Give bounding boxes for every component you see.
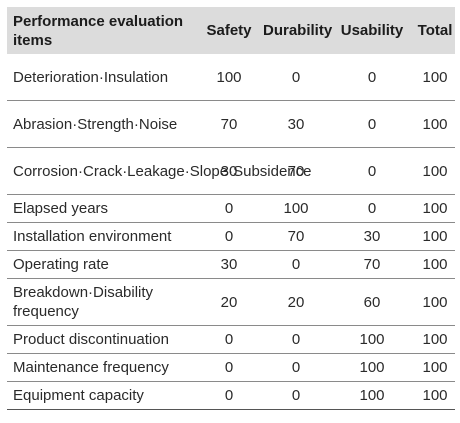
- row-durability: 100: [283, 200, 309, 217]
- row-usability: 0: [367, 162, 377, 180]
- table-body: Deterioration·Insulation 100 0 0 100 Abr…: [7, 54, 455, 410]
- row-safety: 100: [216, 68, 242, 86]
- row-safety: 0: [224, 228, 234, 245]
- row-safety: 0: [224, 387, 234, 404]
- row-total: 100: [422, 359, 448, 376]
- table-row: Corrosion·Crack·Leakage·Slope·Subsidence…: [7, 148, 455, 195]
- header-total: Total: [417, 22, 453, 39]
- row-item: Installation environment: [13, 228, 172, 245]
- row-safety: 0: [224, 200, 234, 217]
- row-total: 100: [422, 68, 448, 86]
- row-item: Deterioration·Insulation: [13, 68, 169, 86]
- row-durability: 0: [291, 256, 301, 273]
- row-usability: 100: [359, 359, 385, 376]
- table-row: Product discontinuation 0 0 100 100: [7, 326, 455, 354]
- row-item: Elapsed years: [13, 200, 109, 217]
- row-durability: 0: [291, 387, 301, 404]
- row-total: 100: [422, 331, 448, 348]
- row-safety: 0: [224, 331, 234, 348]
- row-durability: 30: [287, 115, 305, 133]
- table-row: Abrasion·Strength·Noise 70 30 0 100: [7, 101, 455, 148]
- row-safety: 30: [220, 256, 238, 273]
- row-safety: 30: [220, 162, 238, 180]
- row-durability: 0: [291, 331, 301, 348]
- header-item: Performance evaluation items: [13, 12, 184, 49]
- row-usability: 0: [367, 200, 377, 217]
- row-usability: 0: [367, 115, 377, 133]
- row-durability: 0: [291, 68, 301, 86]
- table-row: Breakdown·Disability frequency 20 20 60 …: [7, 279, 455, 326]
- row-safety: 0: [224, 359, 234, 376]
- row-total: 100: [422, 115, 448, 133]
- row-total: 100: [422, 256, 448, 273]
- row-item: Abrasion·Strength·Noise: [13, 115, 178, 133]
- row-total: 100: [422, 387, 448, 404]
- row-item: Product discontinuation: [13, 331, 169, 348]
- table-row: Equipment capacity 0 0 100 100: [7, 382, 455, 410]
- row-safety: 20: [220, 293, 238, 311]
- row-item: Maintenance frequency: [13, 359, 169, 376]
- row-usability: 70: [363, 256, 381, 273]
- row-total: 100: [422, 162, 448, 180]
- row-item: Corrosion·Crack·Leakage·Slope·Subsidence: [13, 162, 312, 180]
- row-item: Breakdown·Disability frequency: [13, 284, 154, 320]
- row-usability: 0: [367, 68, 377, 86]
- table-row: Installation environment 0 70 30 100: [7, 223, 455, 251]
- row-safety: 70: [220, 115, 238, 133]
- header-usability: Usability: [340, 22, 404, 39]
- header-safety: Safety: [206, 22, 252, 39]
- row-durability: 70: [287, 228, 305, 245]
- row-usability: 30: [363, 228, 381, 245]
- row-item: Operating rate: [13, 256, 109, 273]
- evaluation-table-container: Performance evaluation items Safety Dura…: [7, 7, 455, 410]
- row-total: 100: [422, 200, 448, 217]
- row-item: Equipment capacity: [13, 387, 144, 404]
- evaluation-table: Performance evaluation items Safety Dura…: [7, 7, 455, 410]
- header-durability: Durability: [263, 22, 333, 39]
- row-total: 100: [422, 228, 448, 245]
- table-row: Maintenance frequency 0 0 100 100: [7, 354, 455, 382]
- row-usability: 60: [363, 293, 381, 311]
- row-durability: 20: [287, 293, 305, 311]
- table-header: Performance evaluation items Safety Dura…: [7, 7, 455, 54]
- row-usability: 100: [359, 387, 385, 404]
- table-row: Operating rate 30 0 70 100: [7, 251, 455, 279]
- row-durability: 70: [287, 162, 305, 180]
- row-durability: 0: [291, 359, 301, 376]
- row-usability: 100: [359, 331, 385, 348]
- table-row: Elapsed years 0 100 0 100: [7, 195, 455, 223]
- header-row: Performance evaluation items Safety Dura…: [7, 7, 455, 54]
- table-row: Deterioration·Insulation 100 0 0 100: [7, 54, 455, 101]
- row-total: 100: [422, 293, 448, 311]
